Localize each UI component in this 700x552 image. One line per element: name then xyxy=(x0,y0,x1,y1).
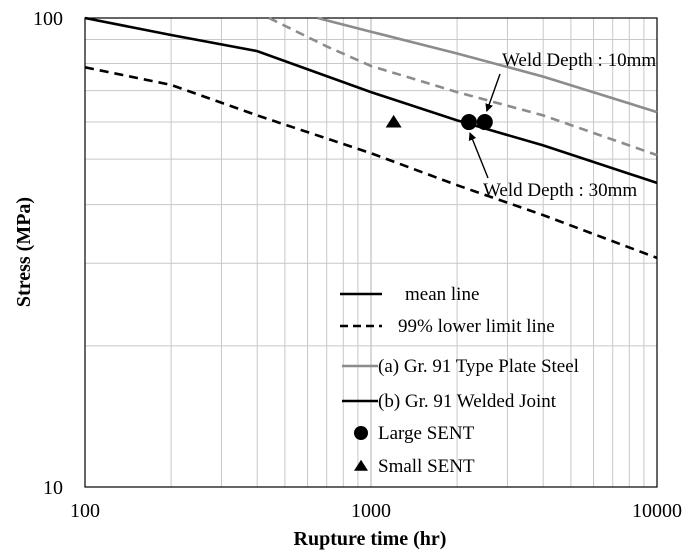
plate-steel-lower-line xyxy=(268,16,658,157)
small-sent-point xyxy=(385,114,402,128)
welded-joint-mean-line xyxy=(84,16,658,185)
y-axis-label: Stress (MPa) xyxy=(13,197,35,307)
ticks-layer: 100 1000 10000 10 100 xyxy=(33,8,682,522)
grid xyxy=(85,18,657,487)
annotation-layer: Weld Depth : 10mm Weld Depth : 30mm xyxy=(468,50,656,201)
legend-label: 99% lower limit line xyxy=(398,316,555,337)
x-tick-label: 1000 xyxy=(351,500,391,522)
legend-swatch-triangle xyxy=(354,459,368,471)
series-layer xyxy=(84,16,658,260)
arrow-weld-depth-10 xyxy=(485,73,501,112)
legend-label: Small SENT xyxy=(378,456,475,477)
annotation-weld-depth-30: Weld Depth : 30mm xyxy=(483,180,637,201)
y-tick-label: 100 xyxy=(33,8,63,30)
points-layer xyxy=(385,114,493,131)
x-tick-label: 100 xyxy=(70,500,100,522)
legend: mean line 99% lower limit line (a) Gr. 91 … xyxy=(340,284,579,477)
legend-label: (a) Gr. 91 Type Plate Steel xyxy=(378,356,579,377)
annotation-weld-depth-10: Weld Depth : 10mm xyxy=(502,50,656,71)
plate-steel-mean-line xyxy=(317,16,658,114)
y-tick-label: 10 xyxy=(43,477,63,499)
welded-joint-lower-line xyxy=(84,66,658,260)
x-axis-label: Rupture time (hr) xyxy=(294,528,447,550)
legend-label: mean line xyxy=(405,284,479,305)
large-sent-point xyxy=(476,114,493,131)
legend-label: (b) Gr. 91 Welded Joint xyxy=(378,391,557,412)
x-tick-label: 10000 xyxy=(632,500,682,522)
legend-label: Large SENT xyxy=(378,423,475,444)
arrow-weld-depth-30 xyxy=(468,132,489,179)
plot-frame xyxy=(84,17,658,488)
legend-swatch-circle xyxy=(354,426,368,440)
large-sent-point xyxy=(460,114,477,131)
